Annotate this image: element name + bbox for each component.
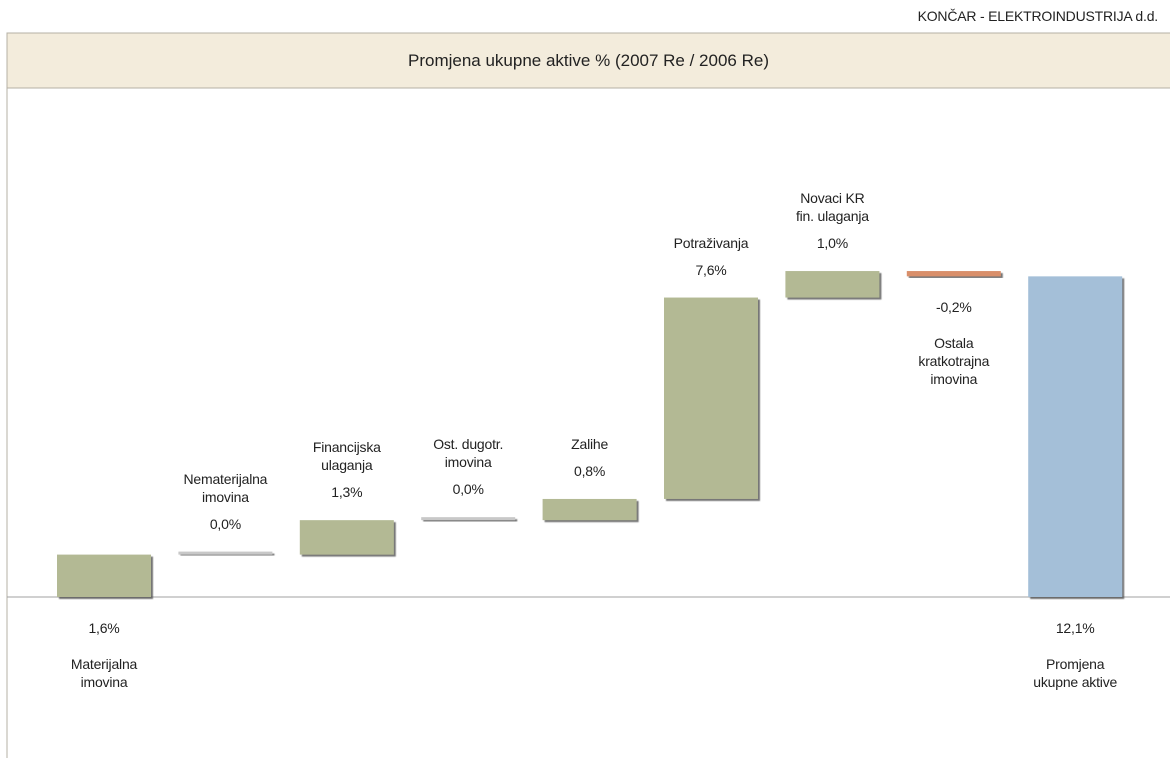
category-label: Financijska ulaganja (312, 439, 381, 474)
chart-title: Promjena ukupne aktive % (2007 Re / 2006… (408, 51, 769, 70)
bar (57, 554, 151, 597)
value-label: -0,2% (936, 299, 972, 316)
bar (421, 517, 516, 521)
value-label: 0,0% (209, 515, 241, 532)
value-label: 12,1% (1055, 620, 1095, 636)
header-band (6, 32, 1170, 89)
value-label: 7,6% (695, 261, 727, 278)
category-label: Promjena ukupne aktive (1033, 656, 1118, 690)
bar (906, 271, 1001, 277)
bar (664, 297, 758, 499)
category-label: Nematerijalna imovina (183, 470, 268, 505)
category-label: Ost. dugotr. imovina (433, 436, 504, 471)
value-label: 0,8% (574, 462, 606, 479)
category-label: Potraživanja (673, 234, 749, 251)
category-label: Novaci KR fin. ulaganja (795, 190, 869, 225)
bar (299, 520, 394, 555)
bar (542, 498, 637, 521)
bar (178, 551, 273, 555)
bar (1028, 276, 1123, 597)
category-label: Ostala kratkotrajna imovina (918, 335, 990, 388)
category-label: Zalihe (571, 435, 609, 452)
bar (785, 271, 880, 298)
value-label: 1,3% (331, 484, 363, 501)
value-label: 0,0% (452, 481, 484, 498)
company-name: KONČAR - ELEKTROINDUSTRIJA d.d. (917, 8, 1159, 24)
category-label: Materijalna imovina (70, 656, 138, 690)
value-label: 1,6% (88, 620, 120, 636)
value-label: 1,0% (816, 235, 848, 252)
